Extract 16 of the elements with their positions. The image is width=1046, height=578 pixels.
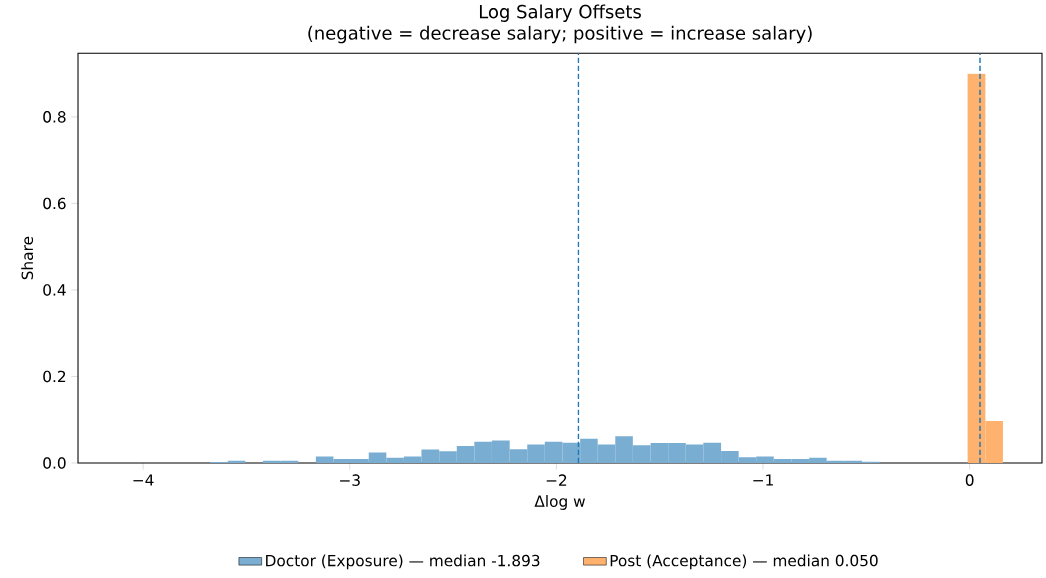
x-tick-label: −3 [340,474,360,486]
y-tick-label: 0.6 [43,197,66,210]
y-tick-label: 0.4 [43,284,66,296]
x-axis-title: Δlog w [534,495,585,510]
x-tick-label: −4 [133,474,154,486]
y-tick-label: 0.8 [43,111,66,123]
x-tick-label: −1 [753,474,773,486]
y-axis-title: Share [21,236,34,280]
y-tick-label: 0.0 [43,457,66,469]
legend-label: Doctor (Exposure) — median -1.893 [266,554,540,570]
legend-label: Post (Acceptance) — median 0.050 [610,554,878,570]
x-tick-label: 0 [965,474,974,486]
y-tick-label: 0.2 [43,370,66,383]
x-tick-label: −2 [546,474,567,486]
chart-title: Log Salary Offsets [479,4,641,22]
chart-subtitle: (negative = decrease salary; positive = increase salary) [308,25,812,44]
